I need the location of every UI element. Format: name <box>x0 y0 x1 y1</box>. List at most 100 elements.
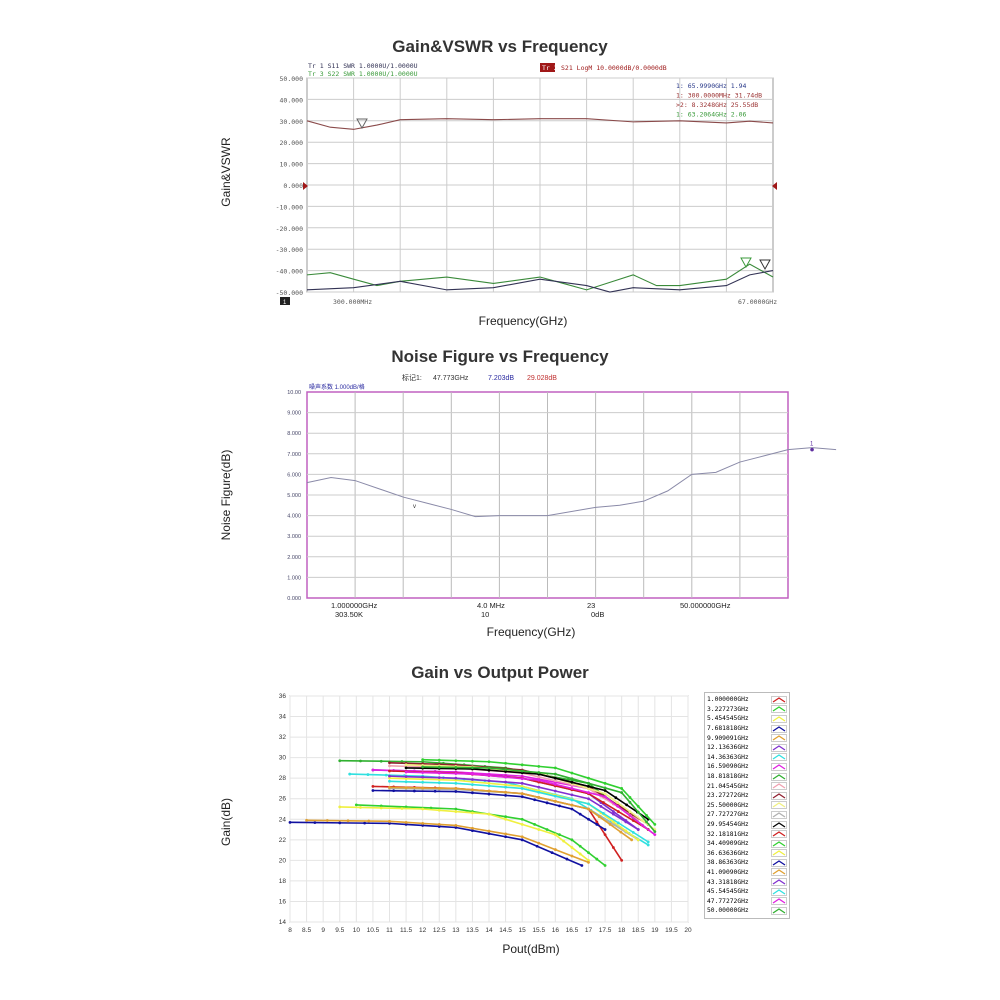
legend-swatch-icon <box>771 830 787 839</box>
chart3-data-point <box>288 820 292 824</box>
legend-swatch-icon <box>771 820 787 829</box>
chart3-data-point <box>587 781 590 785</box>
marker-1-icon <box>740 257 752 269</box>
chart3-data-point <box>553 848 557 851</box>
chart3-data-point <box>553 799 557 803</box>
marker-readout: >2: 8.3248GHz 25.55dB <box>676 101 758 109</box>
chart3-data-point <box>379 804 383 808</box>
legend-swatch-icon <box>771 906 787 915</box>
chart3-data-point <box>587 785 590 788</box>
chart2-series-0 <box>306 447 837 518</box>
chart3-data-point <box>421 760 425 764</box>
chart3-data-point <box>400 760 404 763</box>
chart3-data-point <box>611 820 615 824</box>
marker-2-icon <box>356 118 368 130</box>
legend-item: 25.50000GHz <box>707 801 787 811</box>
legend-item: 41.09090GHz <box>707 868 787 878</box>
trace2-badge <box>540 63 555 72</box>
chart3-data-point <box>346 819 350 823</box>
marker-frequency: 47.773GHz <box>433 375 469 382</box>
legend-swatch-icon <box>771 743 787 752</box>
chart3-xtick: 19.5 <box>665 927 678 934</box>
chart3-data-point <box>570 803 574 807</box>
chart3-data-point <box>454 826 458 829</box>
chart3-data-point <box>388 779 391 783</box>
legend-swatch-icon <box>771 878 787 887</box>
chart3-data-point <box>597 815 601 819</box>
chart3-data-point <box>587 787 590 790</box>
chart3-xtick: 15 <box>519 927 527 934</box>
chart3-data-point <box>371 785 375 788</box>
chart3-data-point <box>520 785 524 788</box>
chart3-data-point <box>487 832 491 836</box>
legend-swatch-icon <box>771 810 787 819</box>
chart3-data-point <box>520 838 524 842</box>
chart3-data-point <box>504 785 507 789</box>
chart2-footer-top: 23 <box>587 601 595 610</box>
chart3-data-point <box>533 798 537 802</box>
chart3-data-point <box>487 781 491 785</box>
chart3-data-point <box>454 765 458 769</box>
chart3-data-point <box>471 759 474 763</box>
chart3-data-point <box>471 766 474 770</box>
chart1-ytick: -30.000 <box>276 246 303 254</box>
chart3-data-point <box>504 793 507 797</box>
chart3-data-point <box>630 838 634 842</box>
chart2-ytick: 7.000 <box>287 452 301 458</box>
chart3-xtick: 12 <box>419 927 427 934</box>
chart3-data-point <box>388 821 391 825</box>
chart3-data-point <box>504 775 507 779</box>
legend-swatch-icon <box>771 695 787 704</box>
chart3-data-point <box>636 810 640 814</box>
chart3-data-point <box>404 820 408 824</box>
chart3-data-point <box>388 761 391 765</box>
legend-swatch-icon <box>771 897 787 906</box>
chart3-data-point <box>566 778 570 781</box>
chart3-data-point <box>570 798 574 802</box>
chart3-data-point <box>553 776 557 780</box>
chart3-xtick: 10.5 <box>367 927 380 934</box>
chart3-data-point <box>437 808 441 812</box>
chart3-data-point <box>570 846 574 849</box>
chart3-data-point <box>640 823 644 827</box>
chart2-ytick: 3.000 <box>287 534 301 540</box>
legend-label: 32.18181GHz <box>707 830 749 838</box>
chart3-ytick: 36 <box>279 693 287 700</box>
legend-item: 21.04545GHz <box>707 781 787 791</box>
chart3-data-point <box>421 777 425 781</box>
chart2-footer-bottom: 303.50K <box>335 610 363 619</box>
reference-left-icon <box>303 182 308 190</box>
chart3-data-point <box>553 833 557 837</box>
chart3-data-point <box>562 839 566 843</box>
chart3-data-point <box>454 824 458 827</box>
chart3-ytick: 24 <box>279 816 287 823</box>
chart3-data-point <box>338 759 342 763</box>
chart3-data-point <box>646 843 650 847</box>
chart3-ytick: 32 <box>279 734 287 741</box>
chart3-data-point <box>603 864 607 867</box>
chart3-data-point <box>553 789 557 793</box>
legend-swatch-icon <box>771 705 787 714</box>
chart3-data-point <box>570 793 574 797</box>
legend-item: 12.13636GHz <box>707 743 787 753</box>
chart3-data-point <box>645 820 648 824</box>
chart1-ytick: 20.000 <box>280 139 304 147</box>
chart3-xtick: 18.5 <box>632 927 645 934</box>
legend-item: 14.36363GHz <box>707 753 787 763</box>
chart3-data-point <box>553 782 557 786</box>
legend-item: 47.77272GHz <box>707 896 787 906</box>
legend-swatch-icon <box>771 753 787 762</box>
chart3-data-point <box>388 776 391 780</box>
chart3-data-point <box>379 759 383 763</box>
chart3-data-point <box>520 817 524 821</box>
reference-right-icon <box>772 182 777 190</box>
chart3-data-point <box>587 858 590 862</box>
chart3-data-point <box>603 789 607 792</box>
chart3-data-point <box>487 768 491 772</box>
chart3-data-point <box>359 806 362 809</box>
chart3-data-point <box>533 823 537 826</box>
chart3-data-point <box>504 790 507 794</box>
chart3-data-point <box>471 826 474 830</box>
chart3-data-point <box>487 766 491 770</box>
